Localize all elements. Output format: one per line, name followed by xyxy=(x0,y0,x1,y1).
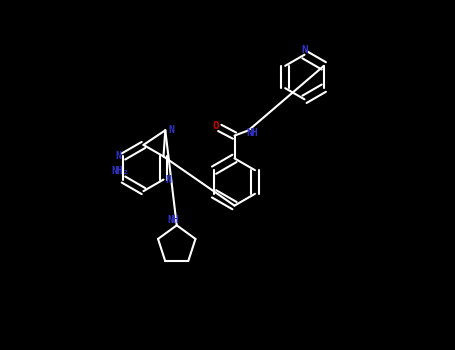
Text: N: N xyxy=(301,46,308,56)
Text: N: N xyxy=(169,125,175,135)
Text: N: N xyxy=(166,175,172,184)
Text: O: O xyxy=(212,121,219,131)
Text: NH: NH xyxy=(246,128,258,138)
Text: NH₂: NH₂ xyxy=(111,166,129,176)
Text: N: N xyxy=(115,152,121,161)
Text: NH: NH xyxy=(167,215,179,225)
